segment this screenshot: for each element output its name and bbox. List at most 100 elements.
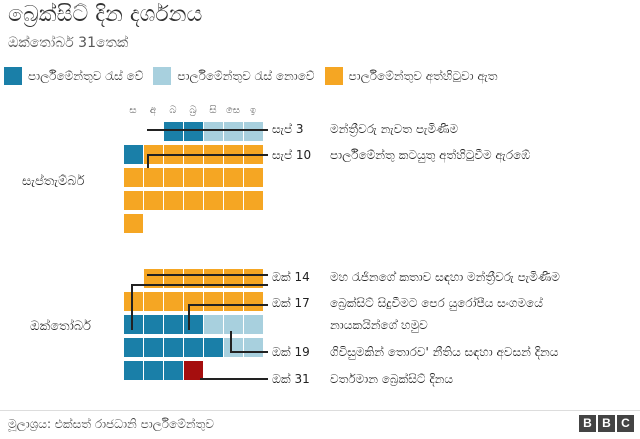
september-day-cell (124, 145, 143, 164)
september-day-cell (224, 168, 243, 187)
bbc-logo-letter-b2: B (598, 415, 615, 432)
october-day-cell (164, 338, 183, 357)
footer-divider (0, 410, 640, 411)
october-day-cell (124, 361, 143, 380)
leader-line-oct14-drop (131, 284, 133, 330)
october-day-cell (164, 269, 183, 288)
annotation-text-oct19: ගිවිසුමකින් තොරව' නීතිය සඳහා අවසන් දිනය (330, 345, 559, 359)
annotation-date-sep10: සැප් 10 (270, 148, 314, 163)
leader-line-oct31 (200, 378, 268, 380)
october-day-cell (164, 361, 183, 380)
september-day-cell (204, 168, 223, 187)
october-day-cell (164, 315, 183, 334)
legend-swatch-suspended (324, 67, 343, 85)
bbc-logo-letter-c: C (617, 415, 634, 432)
september-day-cell (124, 191, 143, 210)
october-day-cell (124, 315, 143, 334)
september-day-cell (144, 191, 163, 210)
october-day-cell (244, 315, 263, 334)
day-header-sun: ස (129, 105, 137, 116)
september-day-cell (204, 191, 223, 210)
annotation-date-sep3: සැප් 3 (270, 122, 306, 137)
legend-item-sitting: පාර්ලිමේන්තුව රැස් වේ (4, 67, 143, 85)
source-note: මූලාශ්‍රය: එක්සත් රාජධානි පාර්ලිමේන්තුව (8, 417, 214, 431)
legend-swatch-not-sitting (153, 67, 172, 85)
leader-line-oct14-b (131, 284, 268, 286)
page-subtitle: ඔක්තෝබර් 31තෙක් (8, 35, 129, 51)
september-day-cell (224, 191, 243, 210)
legend-label-sitting: පාර්ලිමේන්තුව රැස් වේ (28, 68, 144, 83)
day-header-mon: අ (149, 105, 157, 116)
month-label-september: සැප්තැම්බර් (22, 174, 85, 189)
annotation-text-oct17-line2: නායකයින්ගේ හමුව (330, 318, 428, 332)
october-day-cell (224, 269, 243, 288)
legend-label-not-sitting: පාර්ලිමේන්තුව රැස් නොවේ (177, 68, 315, 83)
bbc-logo: B B C (577, 415, 634, 432)
leader-line-oct14 (147, 274, 268, 276)
october-day-cell (184, 292, 203, 311)
october-day-cell (144, 292, 163, 311)
october-day-cell (244, 292, 263, 311)
leader-line-oct19-rise (230, 331, 232, 352)
october-day-cell (124, 338, 143, 357)
october-day-cell (144, 315, 163, 334)
october-day-cell (184, 269, 203, 288)
september-day-cell (224, 122, 243, 141)
october-day-cell (144, 269, 163, 288)
october-day-cell (204, 269, 223, 288)
legend-swatch-sitting (4, 67, 22, 85)
september-day-cell (244, 168, 263, 187)
day-header-wed: බ්‍ර (189, 105, 197, 116)
leader-line-sep10 (147, 154, 268, 156)
annotation-text-oct17: බ්‍රෙක්සිට් සිදුවීමට පෙර යුරෝපීය සංගමයේ (330, 296, 543, 310)
annotation-text-oct31: වර්තමාන බ්‍රෙක්සිට් දිනය (330, 372, 454, 386)
september-day-cell (164, 122, 183, 141)
september-day-cell (164, 168, 183, 187)
leader-line-oct17 (188, 304, 268, 306)
october-day-cell (144, 361, 163, 380)
september-day-cell (184, 191, 203, 210)
october-day-cell (224, 292, 243, 311)
day-header-thu: සි (209, 105, 217, 116)
october-day-cell (144, 338, 163, 357)
month-label-october: ඔක්තෝබර් (30, 319, 92, 334)
day-header-tue: බ (169, 105, 177, 116)
september-day-cell (244, 191, 263, 210)
september-day-cell (184, 122, 203, 141)
october-day-cell (224, 338, 243, 357)
annotation-text-sep3: මන්ත්‍රීවරු නැවත පැමිණීම (330, 122, 459, 136)
october-day-cell (184, 338, 203, 357)
annotation-date-oct31: ඔක් 31 (270, 372, 312, 387)
september-day-cell (124, 168, 143, 187)
leader-line-sep3 (147, 129, 268, 131)
leader-line-oct17-drop (188, 304, 190, 330)
october-day-cell (244, 269, 263, 288)
legend: පාර්ලිමේන්තුව රැස් වේ පාර්ලිමේන්තුව රැස්… (4, 66, 508, 86)
october-day-cell (184, 361, 203, 380)
page-title: බ්‍රෙක්සිට් දින දර්ශනය (8, 2, 203, 27)
october-day-cell (204, 338, 223, 357)
annotation-date-oct17: ඔක් 17 (270, 296, 312, 311)
september-day-cell (204, 122, 223, 141)
october-day-cell (224, 315, 243, 334)
legend-item-suspended: පාර්ලිමේන්තුව අත්හිටුවා ඇත (324, 67, 498, 85)
bbc-logo-letter-b1: B (579, 415, 596, 432)
day-header-sat: ඉ (249, 105, 257, 116)
legend-item-not-sitting: පාර්ලිමේන්තුව රැස් නොවේ (153, 67, 315, 85)
annotation-date-oct14: ඔක් 14 (270, 270, 312, 285)
september-day-cell (124, 214, 143, 233)
september-day-cell (184, 168, 203, 187)
september-day-cell (244, 122, 263, 141)
annotation-text-sep10: පාර්ලිමේන්තු කටයුතු අත්හිටුවීම ඇරඹේ (330, 148, 531, 162)
october-day-cell (124, 292, 143, 311)
october-day-cell (204, 315, 223, 334)
october-day-cell (204, 292, 223, 311)
leader-line-oct19 (230, 351, 268, 353)
september-day-cell (144, 168, 163, 187)
legend-label-suspended: පාර්ලිමේන්තුව අත්හිටුවා ඇත (348, 68, 498, 83)
annotation-date-oct19: ඔක් 19 (270, 345, 312, 360)
leader-line-sep10-drop (147, 154, 149, 168)
day-header-fri: සෙ (226, 105, 240, 116)
september-day-cell (164, 191, 183, 210)
